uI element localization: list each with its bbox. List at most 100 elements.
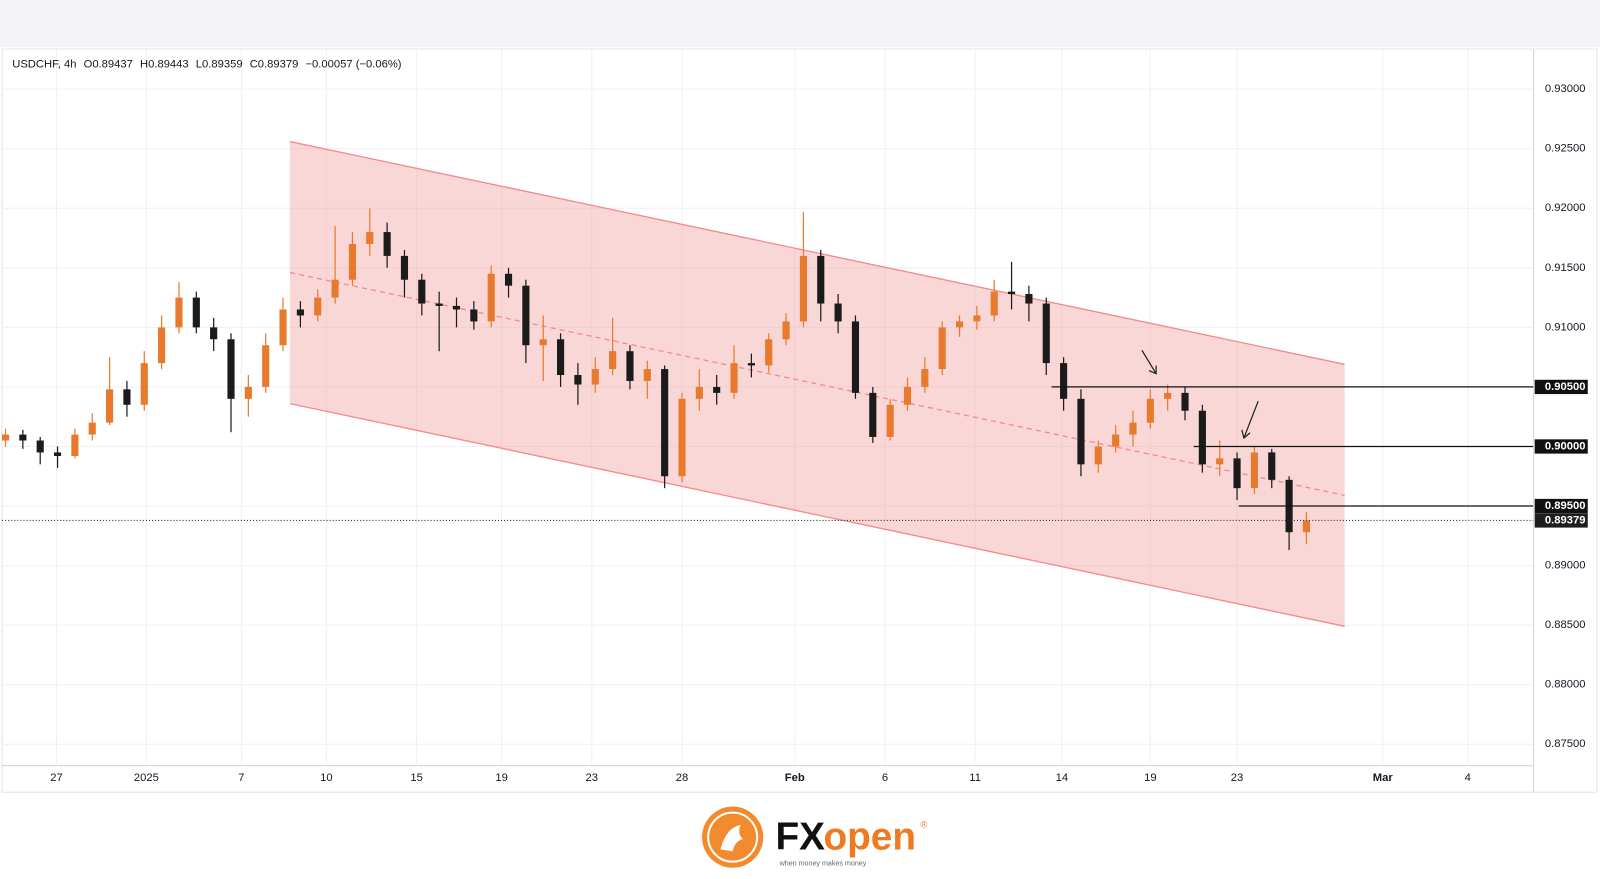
candle-body (175, 297, 183, 328)
candle-body (279, 309, 287, 346)
candle-body (713, 386, 721, 393)
x-tick-label: 11 (969, 772, 981, 784)
arrows (1141, 349, 1259, 440)
y-tick-label: 0.91500 (1545, 262, 1586, 274)
arrow-head (1241, 429, 1251, 440)
candle-body (19, 434, 27, 441)
x-tick-label: 6 (882, 772, 888, 784)
level-tag (1534, 439, 1588, 454)
last-price-label: 0.89379 (1545, 514, 1586, 526)
x-tick-label: Feb (785, 772, 805, 784)
price-tags: 0.90500 0.90000 0.89500 0.89379 (1534, 379, 1588, 528)
arrow (1243, 400, 1259, 439)
ohlc-value: −0.00057 (−0.06%) (306, 58, 402, 70)
level-tag-label: 0.89500 (1545, 500, 1586, 512)
x-tick-label: 19 (495, 772, 507, 784)
x-tick-label: 2025 (134, 772, 159, 784)
candle-body (1129, 422, 1137, 435)
x-tick-label: Mar (1373, 772, 1394, 784)
candle-body (730, 363, 738, 393)
candle-body (921, 369, 929, 387)
candle-body (591, 369, 599, 385)
arrow (1141, 349, 1157, 374)
candle-body (938, 327, 946, 370)
y-tick-label: 0.91000 (1545, 321, 1586, 333)
candle-body (158, 327, 166, 364)
y-tick-label: 0.88500 (1545, 619, 1586, 631)
candle-body (1007, 291, 1016, 295)
candle-body (990, 291, 998, 316)
ohlc-value: H0.89443 (140, 58, 189, 70)
top-band (0, 0, 1600, 47)
candle-body (661, 369, 669, 477)
candle-body (1198, 410, 1206, 465)
candle-body (418, 279, 426, 304)
candle-body (522, 285, 530, 346)
candle-body (296, 309, 304, 316)
candle-body (574, 375, 582, 385)
candle-body (903, 386, 912, 405)
logo-bull (720, 824, 743, 852)
candle-body (1112, 434, 1120, 447)
ohlc-value: C0.89379 (250, 58, 299, 70)
candle-body (262, 345, 270, 387)
candle-body (799, 255, 807, 322)
x-tick-label: 28 (676, 772, 688, 784)
candle-body (314, 297, 322, 316)
candle-body (1302, 520, 1311, 533)
candle-body (1, 434, 10, 441)
tagline: when money makes money (779, 860, 867, 868)
x-tick-label: 19 (1144, 772, 1156, 784)
channel (289, 140, 1345, 627)
candle-body (106, 389, 114, 423)
candle-body (1164, 392, 1172, 399)
candle-body (452, 305, 461, 310)
symbol: USDCHF, 4h (12, 58, 76, 70)
x-tick-label: 15 (410, 772, 422, 784)
candle-body (383, 232, 391, 256)
x-tick-label: 4 (1465, 772, 1471, 784)
candle-body (765, 339, 773, 366)
candle-body (140, 363, 148, 405)
y-tick-label: 0.92000 (1545, 202, 1586, 214)
chart-frame (1, 48, 1598, 793)
y-tick-label: 0.89000 (1545, 560, 1586, 572)
ohlc-value: O0.89437 (84, 58, 133, 70)
candle-body (366, 232, 374, 244)
candle-body (53, 452, 62, 457)
level-tag (1534, 379, 1588, 395)
logo-ring (707, 811, 759, 863)
candle-body (747, 363, 755, 366)
candles (1, 208, 1311, 551)
candle-body (88, 422, 96, 435)
candle-body (227, 339, 235, 399)
candle-body (1216, 458, 1224, 465)
candle-body (504, 273, 513, 286)
x-tick-label: 23 (1231, 772, 1243, 784)
candle-body (643, 369, 651, 381)
x-tick-label: 10 (320, 772, 332, 784)
x-tick-label: 27 (50, 772, 62, 784)
y-tick-label: 0.93000 (1545, 83, 1586, 95)
candle-body (1233, 458, 1241, 489)
brand-b: open (823, 815, 916, 858)
last-price-tag (1534, 513, 1588, 528)
candle-body (1025, 294, 1033, 304)
candle-body (973, 315, 981, 322)
x-tick-label: 14 (1056, 772, 1068, 784)
candle-body (36, 440, 44, 453)
candle-body (955, 321, 964, 328)
candle-body (1250, 452, 1258, 489)
candle-body (244, 386, 252, 399)
x-tick-label: 7 (238, 772, 244, 784)
candle-body (400, 255, 409, 280)
candle-body (851, 321, 860, 393)
channel-upper (289, 140, 1345, 365)
candle-body (192, 297, 200, 328)
level-tag-label: 0.90500 (1545, 381, 1586, 393)
levels (2, 386, 1534, 521)
candle-body (470, 309, 478, 322)
axes: 0.87500 0.88000 0.88500 0.89000 0.89500 0.900… (50, 83, 1585, 784)
